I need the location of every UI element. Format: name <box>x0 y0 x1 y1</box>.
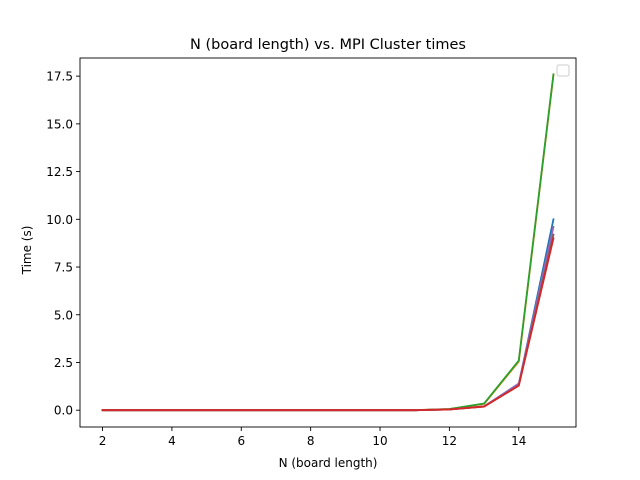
y-tick-label: 15.0 <box>46 117 73 131</box>
series-line-1 <box>101 218 555 412</box>
x-tick-label: 8 <box>307 434 315 448</box>
y-tick-label: 12.5 <box>46 165 73 179</box>
series-line-5 <box>101 233 555 412</box>
y-tick-label: 0.0 <box>54 404 73 418</box>
series-line-2 <box>101 74 555 412</box>
y-tick-label: 17.5 <box>46 70 73 84</box>
axes-frame <box>79 57 577 428</box>
series-line-6 <box>101 237 555 412</box>
y-tick-label: 7.5 <box>54 261 73 275</box>
chart-title: N (board length) vs. MPI Cluster times <box>190 37 466 53</box>
x-tick-label: 6 <box>237 434 245 448</box>
y-tick-label: 2.5 <box>54 356 73 370</box>
x-tick-label: 14 <box>511 434 526 448</box>
legend-box <box>556 64 570 77</box>
y-tick-label: 10.0 <box>46 213 73 227</box>
plot-area: 2 4 6 8 10 12 14 0.0 2.5 5.0 7.5 10.0 12.5 15.0 17.5 <box>46 57 577 448</box>
x-tick-label: 12 <box>442 434 457 448</box>
series-line-3 <box>101 73 555 412</box>
y-axis-label: Time (s) <box>20 226 34 276</box>
x-axis-label: N (board length) <box>279 456 378 470</box>
x-tick-label: 4 <box>168 434 176 448</box>
y-tick-label: 5.0 <box>54 308 73 322</box>
series-line-4 <box>101 225 555 412</box>
x-tick-label: 10 <box>372 434 387 448</box>
x-tick-label: 2 <box>99 434 107 448</box>
